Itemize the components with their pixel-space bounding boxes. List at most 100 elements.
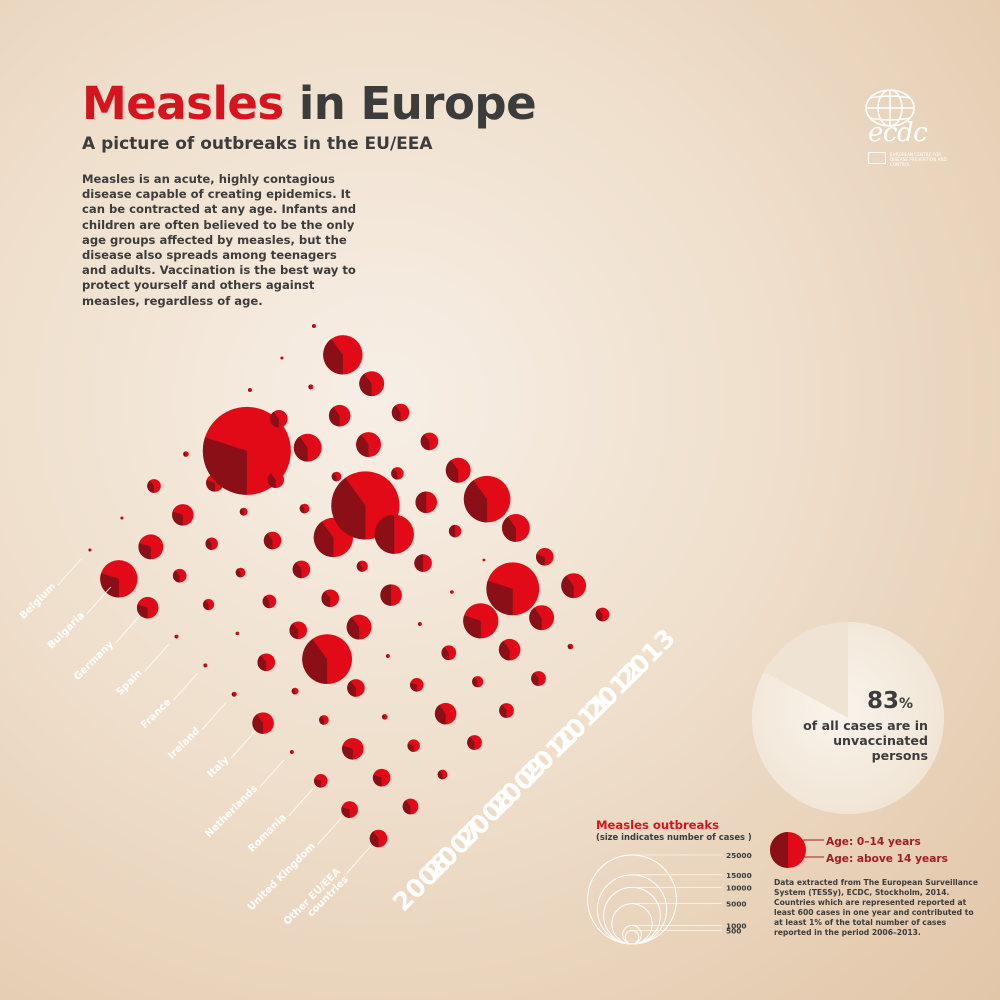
stat-unit: %	[898, 696, 914, 712]
bubble-2010-4-age-above-14	[313, 521, 334, 558]
bubble-2007-5-age-above-14	[257, 655, 267, 672]
bubble-2012-7-age-above-14	[482, 558, 484, 562]
bubble-2010-10	[499, 703, 514, 718]
bubble-2008-1-age-above-14	[172, 511, 183, 526]
bubble-2010-6	[380, 584, 402, 606]
bubble-2010-1-age-above-14	[202, 437, 247, 495]
bubble-2008-0	[147, 479, 161, 493]
country-label-3: Spain	[115, 668, 145, 698]
bubble-2006-7-age-above-14	[289, 750, 292, 754]
bubble-2012-7	[482, 558, 486, 562]
bubble-2011-6-age-above-14	[414, 554, 424, 572]
bubble-2008-10	[437, 769, 448, 780]
bubble-2012-0-age-above-14	[280, 356, 282, 360]
bubble-2006-8-age-above-14	[313, 778, 321, 788]
bubble-2008-7-age-above-14	[347, 680, 356, 697]
country-leader-10	[346, 846, 371, 874]
legend-subtitle: (size indicates number of cases )	[596, 832, 752, 842]
bubble-2008-3	[235, 567, 246, 578]
bubble-2007-6	[291, 687, 299, 695]
bubble-2010-6-age-above-14	[380, 584, 392, 606]
bubble-2011-8-age-above-14	[463, 615, 481, 639]
country-label-10: Other EU/EEAcountries	[282, 866, 351, 935]
bubble-2009-2-age-above-14	[239, 508, 244, 516]
bubble-2006-10-age-above-14	[369, 831, 379, 848]
legend-size-label-25000: 25000	[726, 851, 752, 860]
bubble-2013-7	[502, 514, 530, 542]
bubble-2013-3	[391, 403, 410, 422]
legend-size-circle-10000	[603, 886, 661, 945]
bubble-2007-2-age-above-14	[172, 570, 180, 583]
bubble-2006-9	[341, 801, 358, 818]
bubble-2013-1-age-above-14	[323, 338, 343, 375]
legend-size-label-500: 500	[726, 927, 741, 936]
bubble-2008-2-age-above-14	[205, 538, 212, 550]
country-leader-2	[115, 615, 140, 643]
legend-size-circle-15000	[596, 874, 668, 945]
intro-text: Measles is an acute, highly contagious d…	[82, 172, 357, 308]
stat-label: of all cases are in unvaccinated persons	[803, 718, 928, 763]
country-leader-7	[259, 759, 285, 788]
bubble-2009-4-age-above-14	[292, 562, 302, 579]
bubble-2006-10	[369, 829, 388, 848]
bubble-2006-8	[313, 773, 328, 788]
legend-age-bubble	[770, 832, 806, 868]
bubble-2007-10	[402, 798, 419, 815]
bubble-2008-5	[289, 621, 308, 640]
country-leader-0	[57, 557, 83, 586]
bubble-2008-0-age-above-14	[147, 480, 154, 493]
bubble-2009-6	[346, 614, 372, 640]
bubble-2009-8	[409, 677, 424, 692]
bubble-2009-2	[239, 507, 248, 516]
bubble-2013-0-age-above-14	[312, 324, 314, 328]
bubble-2011-2-age-above-14	[293, 436, 308, 462]
bubble-2008-5-age-above-14	[289, 623, 299, 640]
bubble-2012-5-age-above-14	[415, 491, 427, 514]
bubble-2013-10-age-above-14	[595, 608, 603, 622]
bubble-2007-2	[172, 568, 187, 583]
bubble-2006-0-age-above-14	[88, 548, 90, 552]
bubble-2011-0	[248, 388, 252, 392]
legend-age-above-14: Age: above 14 years	[826, 853, 948, 865]
bubble-2006-5-age-above-14	[231, 692, 235, 697]
bubble-2006-1	[100, 560, 138, 598]
bubble-2011-9-age-above-14	[498, 640, 510, 661]
bubble-2006-3-age-above-14	[174, 634, 177, 639]
bubble-2007-0-age-above-14	[120, 516, 122, 520]
bubble-2007-4-age-above-14	[235, 631, 238, 636]
bubble-2011-7-age-above-14	[450, 590, 452, 594]
bubble-2007-1	[138, 534, 164, 560]
country-label-4: France	[139, 697, 174, 732]
bubble-2011-0-age-above-14	[248, 388, 250, 392]
bubble-2013-10	[595, 607, 610, 622]
bubble-2012-3	[356, 432, 381, 457]
bubble-2012-1	[308, 384, 314, 390]
bubble-2009-0-age-above-14	[183, 451, 186, 457]
bubble-2013-5	[445, 457, 471, 483]
bubble-2013-7-age-above-14	[502, 516, 516, 542]
bubble-2009-10-age-above-14	[467, 736, 475, 750]
bubble-2013-8	[535, 547, 554, 566]
bubble-2007-0	[120, 516, 124, 520]
bubble-2008-9	[407, 739, 420, 752]
bubble-2007-8	[342, 738, 364, 760]
bubble-2013-5-age-above-14	[445, 460, 459, 483]
bubble-2010-5	[356, 560, 368, 572]
bubble-2009-5-age-above-14	[321, 591, 331, 608]
bubble-2012-9	[529, 605, 555, 631]
bubble-2013-8-age-above-14	[535, 554, 545, 566]
title-red: Measles	[82, 77, 284, 130]
bubble-2011-5-age-above-14	[374, 514, 395, 554]
bubble-2007-6-age-above-14	[291, 688, 296, 695]
bubble-2006-0	[88, 548, 92, 552]
bubble-2006-4-age-above-14	[203, 663, 206, 668]
legend-size-label-1000: 1000	[726, 921, 747, 930]
bubble-2006-3	[174, 634, 179, 639]
bubble-2008-8	[382, 714, 388, 720]
bubble-2012-4	[391, 467, 404, 480]
legend-title: Measles outbreaks	[596, 818, 719, 832]
bubble-2012-3-age-above-14	[356, 434, 369, 457]
bubble-2013-9-age-above-14	[561, 575, 574, 599]
bubble-2008-9-age-above-14	[407, 743, 414, 752]
